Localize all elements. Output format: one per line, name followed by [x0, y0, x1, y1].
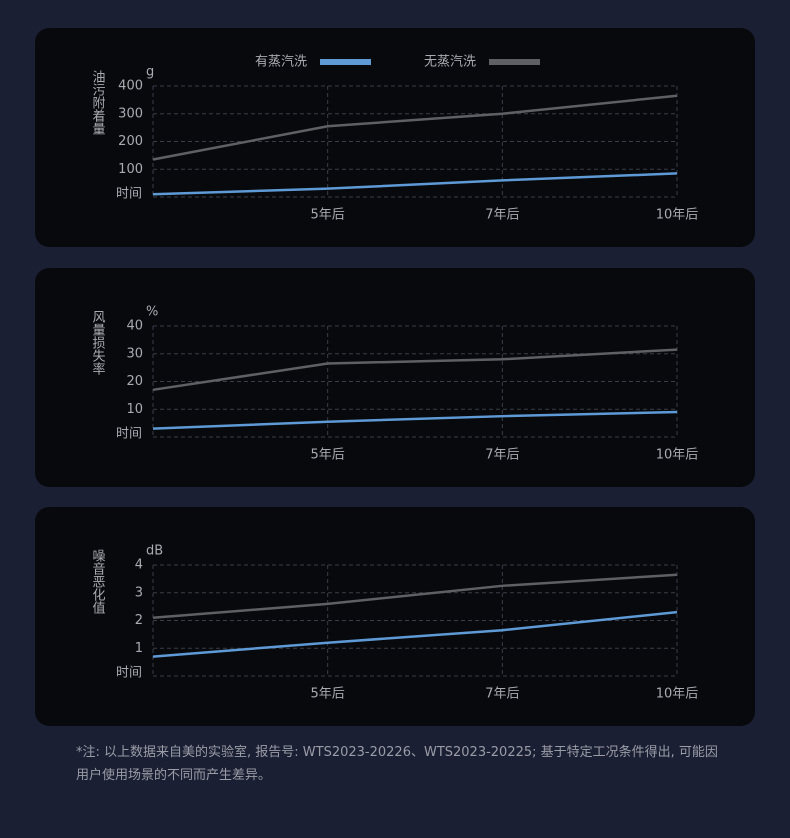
y-tick-label: 20	[126, 374, 143, 389]
line	[152, 573, 678, 619]
x-label: 时间	[116, 187, 142, 202]
y-tick-label: 4	[135, 558, 143, 573]
line	[152, 410, 678, 430]
y-tick-label: 10	[126, 402, 143, 417]
panel	[35, 507, 755, 726]
x-label: 时间	[116, 666, 142, 681]
y-tick-label: 300	[118, 106, 143, 121]
footnote: *注: 以上数据来自美的实验室, 报告号: WTS2023-20226、WTS2…	[76, 745, 718, 783]
x-tick-label: 10年后	[656, 208, 699, 223]
x-tick-label: 5年后	[311, 448, 345, 463]
legend-label: 无蒸汽洗	[424, 55, 476, 70]
x-label: 时间	[116, 427, 142, 442]
y-label: 风量损失率	[90, 310, 106, 375]
panel	[35, 28, 755, 247]
y-tick-label: 30	[126, 346, 143, 361]
x-tick-label: 10年后	[656, 448, 699, 463]
x-tick-label: 7年后	[485, 208, 519, 223]
x-tick-label: 5年后	[311, 687, 345, 702]
y-tick-label: 1	[135, 641, 143, 656]
x-tick-label: 7年后	[485, 448, 519, 463]
y-tick-label: 40	[126, 319, 143, 334]
y-unit: dB	[146, 544, 163, 559]
y-tick-label: 3	[135, 585, 143, 600]
line	[152, 610, 678, 658]
y-label: 噪音恶化值	[90, 549, 106, 615]
x-tick-label: 7年后	[485, 687, 519, 702]
line	[152, 172, 678, 196]
line	[152, 94, 678, 161]
x-tick-label: 5年后	[311, 208, 345, 223]
x-tick-label: 10年后	[656, 687, 699, 702]
y-tick-label: 400	[118, 79, 143, 94]
legend-label: 有蒸汽洗	[255, 55, 307, 70]
y-tick-label: 200	[118, 134, 143, 149]
y-label: 油污附着量	[90, 70, 106, 135]
y-unit: g	[146, 65, 154, 80]
y-unit: %	[146, 305, 158, 320]
y-tick-label: 100	[118, 162, 143, 177]
line	[152, 348, 678, 392]
panel	[35, 268, 755, 487]
y-tick-label: 2	[135, 613, 143, 628]
